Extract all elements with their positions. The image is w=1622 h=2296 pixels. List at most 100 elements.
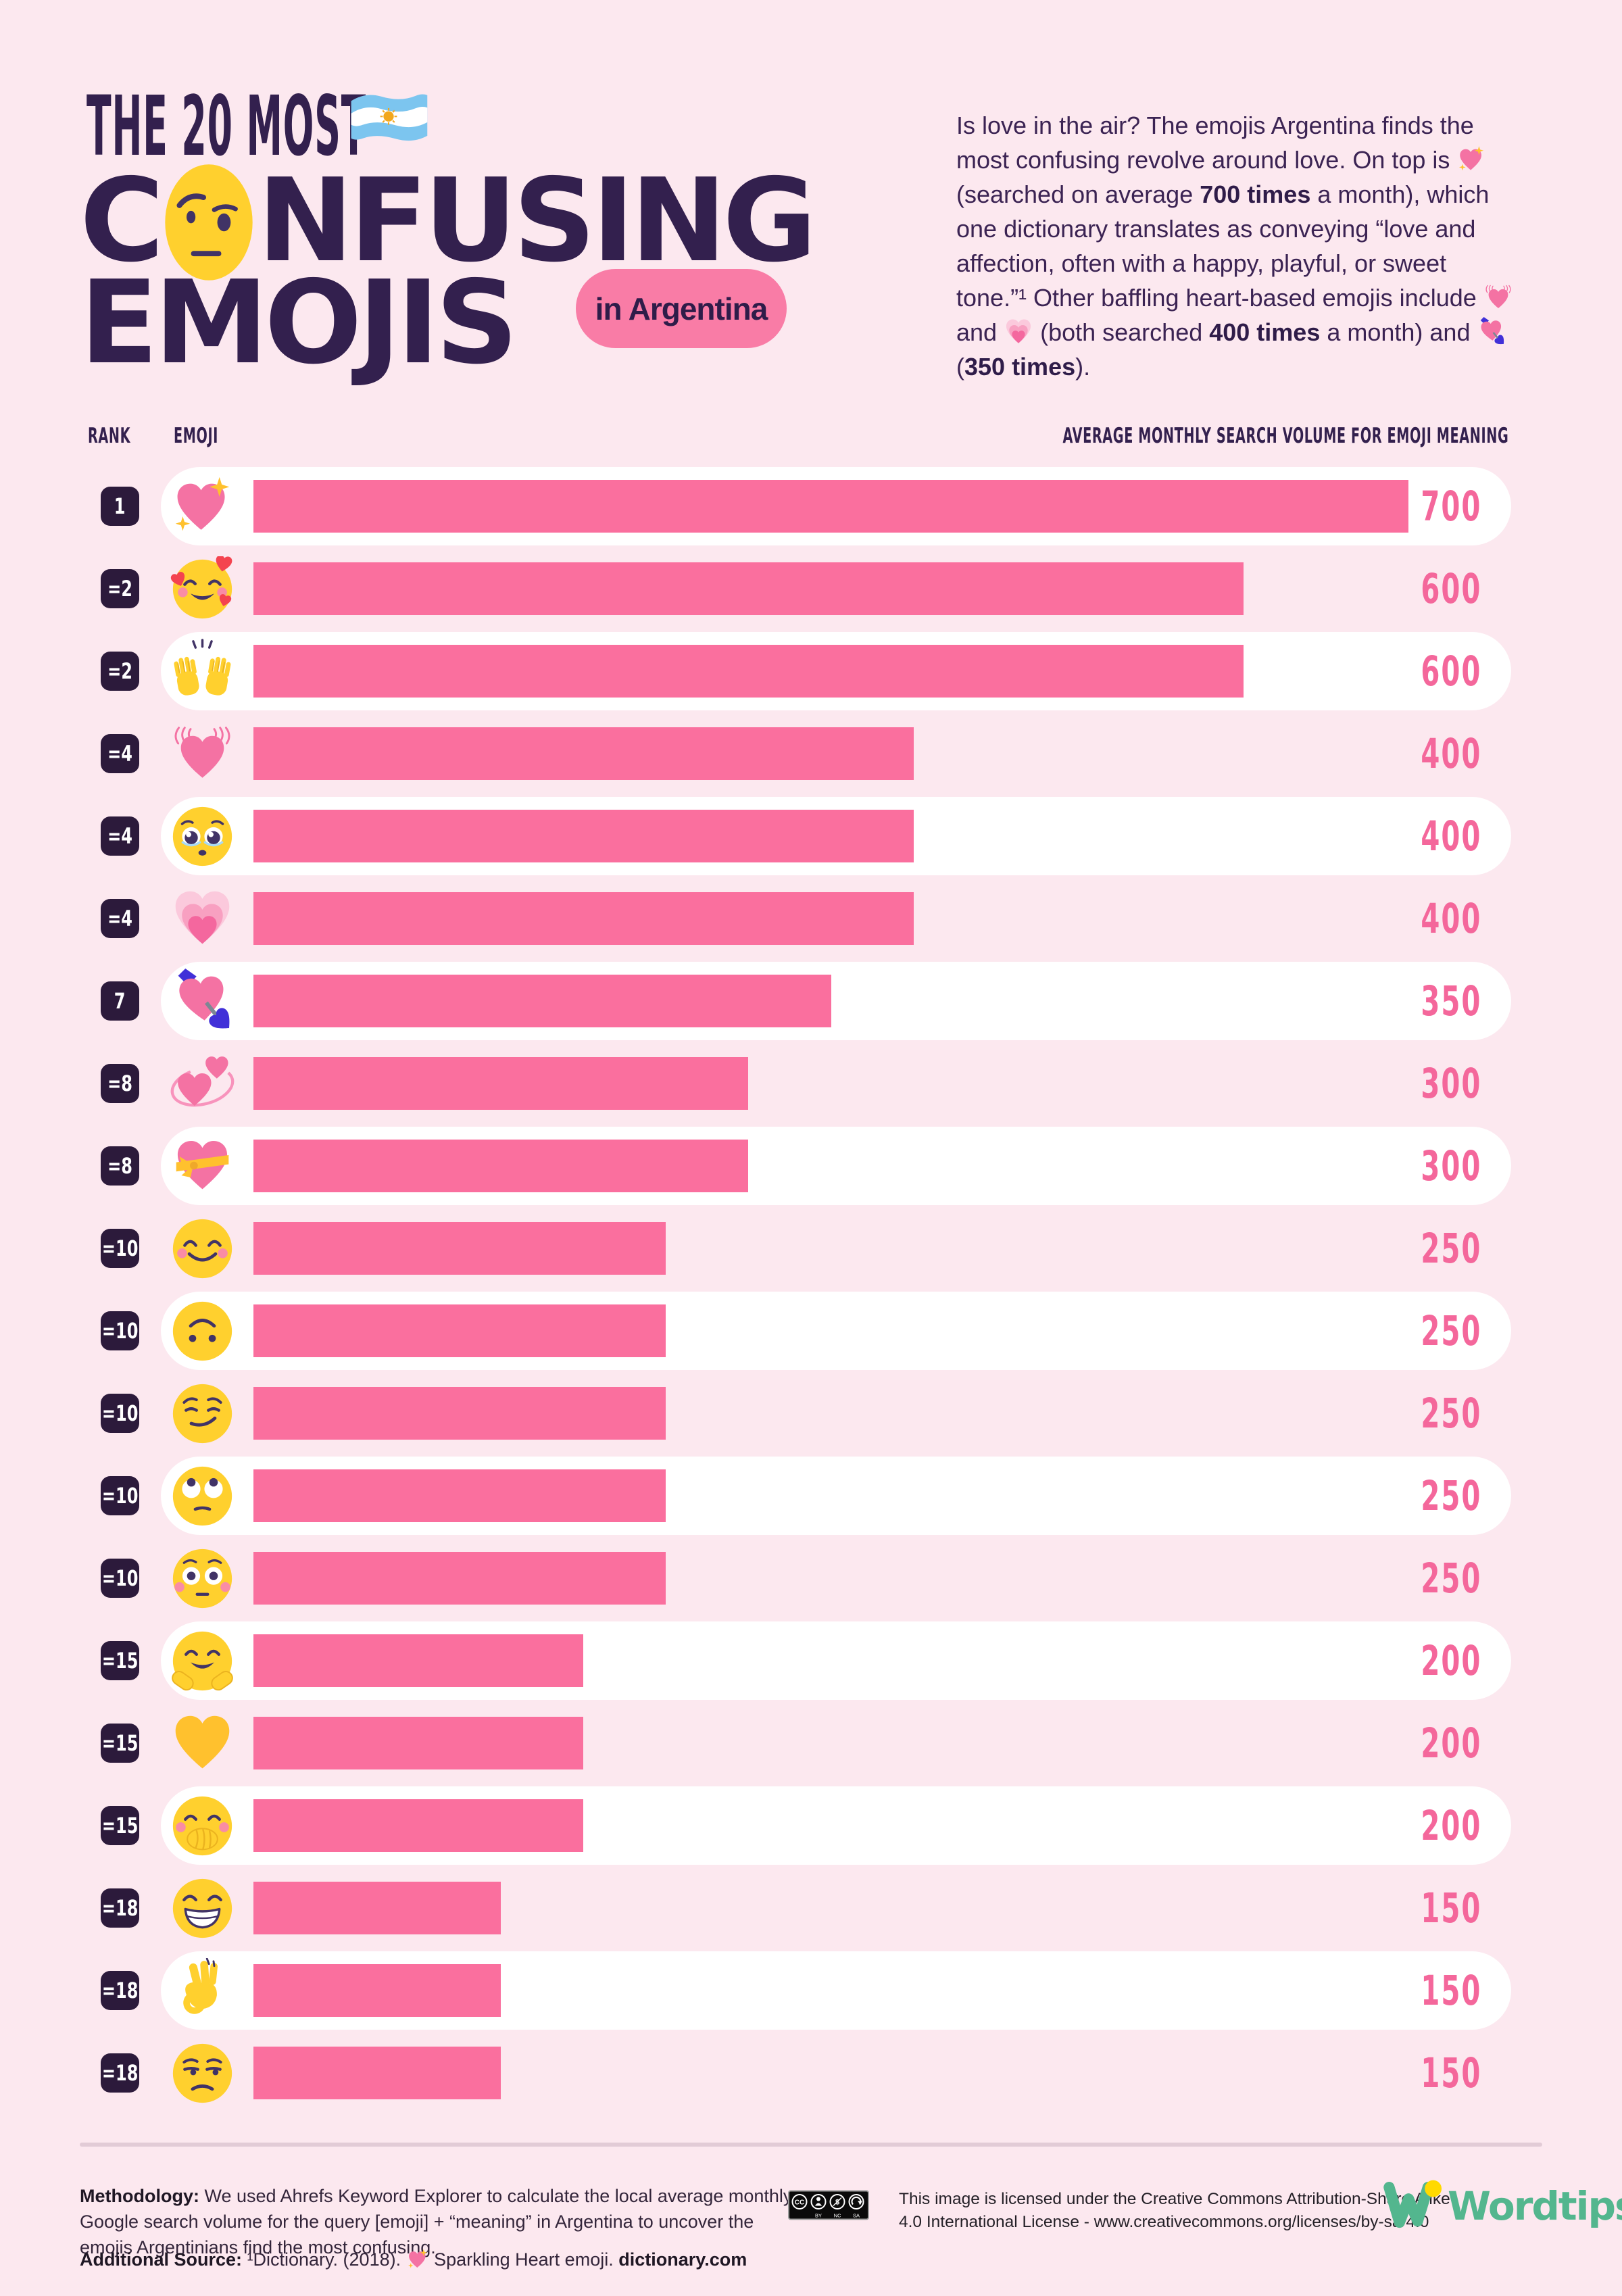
license-url[interactable]: 4.0 International License - www.creative… (899, 2213, 1429, 2231)
beating-heart-icon (170, 721, 235, 787)
methodology-text: We used Ahrefs Keyword Explorer to calcu… (80, 2186, 793, 2257)
search-volume-value: 350 (1421, 977, 1481, 1025)
unamused-face-icon (170, 2041, 235, 2106)
search-volume-bar (253, 1717, 583, 1769)
rank-badge: =8 (101, 1146, 139, 1186)
table-row: =4 400 (0, 712, 1622, 795)
search-volume-value: 200 (1421, 1719, 1481, 1767)
heart-with-arrow-icon (170, 969, 235, 1034)
search-volume-bar (253, 975, 831, 1027)
svg-text:BY: BY (815, 2213, 822, 2219)
table-row: =4 400 (0, 795, 1622, 877)
yellow-heart-icon (170, 1711, 235, 1776)
search-volume-bar (253, 810, 914, 862)
page-title-kicker: THE 20 MOST (87, 85, 723, 168)
license-line1: This image is licensed under the Creativ… (899, 2190, 1450, 2208)
smirking-face-icon (170, 1381, 235, 1446)
rank-badge: =2 (101, 569, 139, 608)
column-header-rank: RANK (88, 424, 131, 448)
search-volume-bar (253, 892, 914, 945)
search-volume-value: 400 (1421, 812, 1481, 860)
ok-hand-icon (170, 1957, 235, 2024)
table-row: =10 250 (0, 1537, 1622, 1619)
face-with-rolling-eyes-icon (170, 1463, 235, 1529)
search-volume-value: 400 (1421, 729, 1481, 778)
svg-text:CC: CC (795, 2199, 804, 2207)
search-volume-bar (253, 1222, 666, 1275)
rank-badge: 1 (101, 487, 139, 526)
footer-divider (80, 2143, 1542, 2147)
growing-heart-icon (1004, 317, 1033, 347)
beaming-face-icon (170, 1876, 235, 1941)
search-volume-bar (253, 1964, 501, 2017)
search-volume-bar (253, 1799, 583, 1852)
rank-badge: 7 (101, 981, 139, 1021)
svg-text:NC: NC (834, 2213, 841, 2219)
license-note: This image is licensed under the Creativ… (899, 2188, 1450, 2234)
rank-badge: =15 (101, 1641, 139, 1680)
search-volume-value: 150 (1421, 1884, 1481, 1932)
intro-paragraph: Is love in the air? The emojis Argentina… (956, 108, 1523, 384)
search-volume-bar (253, 562, 1244, 615)
table-row: 7 350 (0, 960, 1622, 1042)
rank-badge: =18 (101, 2053, 139, 2093)
dictionary-link[interactable]: dictionary.com (618, 2249, 747, 2270)
title-letter-c: C (80, 154, 164, 288)
sparkling-heart-icon (1456, 145, 1486, 174)
heart-with-arrow-icon (1477, 317, 1506, 347)
column-header-search-volume: AVERAGE MONTHLY SEARCH VOLUME FOR EMOJI … (1062, 424, 1508, 448)
rank-badge: =4 (101, 899, 139, 938)
growing-heart-icon (170, 886, 235, 952)
search-volume-value: 200 (1421, 1636, 1481, 1685)
rank-badge: =10 (101, 1394, 139, 1433)
table-row: =2 600 (0, 630, 1622, 712)
search-volume-value: 300 (1421, 1059, 1481, 1108)
smiling-face-with-smiling-eyes-icon (170, 1216, 235, 1281)
rank-badge: =10 (101, 1311, 139, 1350)
svg-text:SA: SA (853, 2213, 860, 2219)
search-volume-value: 400 (1421, 894, 1481, 943)
table-row: 1 700 (0, 465, 1622, 547)
search-volume-bar (253, 1882, 501, 1934)
search-volume-value: 250 (1421, 1389, 1481, 1438)
wordtips-mark-icon (1380, 2176, 1442, 2236)
page-title-line2: EMOJIS (80, 266, 518, 381)
rank-badge: =4 (101, 734, 139, 773)
intro-bold-stat: 400 times (1209, 318, 1321, 346)
search-volume-value: 600 (1421, 564, 1481, 613)
search-volume-bar (253, 1140, 748, 1192)
emoji-ranking-chart: 1 700 =2 600 =2 600 =4 400 =4 400 =4 400 7 350 =8 300 =8… (0, 465, 1622, 2114)
raising-hands-icon (170, 639, 235, 704)
search-volume-value: 250 (1421, 1224, 1481, 1273)
table-row: =18 150 (0, 1949, 1622, 2032)
table-row: =4 400 (0, 877, 1622, 960)
table-row: =15 200 (0, 1784, 1622, 1867)
column-header-emoji: EMOJI (174, 424, 219, 448)
search-volume-value: 150 (1421, 1966, 1481, 2015)
rank-badge: =8 (101, 1064, 139, 1103)
table-row: =10 250 (0, 1290, 1622, 1372)
wordtips-logo[interactable]: Wordtips (1380, 2176, 1622, 2236)
rank-badge: =18 (101, 1971, 139, 2010)
search-volume-value: 700 (1421, 482, 1481, 531)
search-volume-value: 250 (1421, 1306, 1481, 1355)
sparkling-heart-icon (406, 2248, 429, 2271)
country-pill: in Argentina (576, 269, 787, 348)
intro-bold-stat: 700 times (1200, 180, 1311, 208)
search-volume-value: 250 (1421, 1471, 1481, 1520)
table-row: =10 250 (0, 1207, 1622, 1290)
raised-eyebrow-face-icon (164, 163, 253, 282)
table-row: =18 150 (0, 1867, 1622, 1949)
smiling-face-with-hearts-icon (170, 555, 235, 622)
search-volume-bar (253, 480, 1408, 533)
rank-badge: =10 (101, 1476, 139, 1515)
rank-badge: =2 (101, 652, 139, 691)
search-volume-bar (253, 1057, 748, 1110)
page-title-line1: C NFUSING (80, 154, 817, 288)
methodology-note: Methodology: We used Ahrefs Keyword Expl… (80, 2183, 806, 2260)
additional-source-note: Additional Source: ¹Dictionary. (2018). … (80, 2248, 747, 2271)
table-row: =8 300 (0, 1042, 1622, 1125)
rank-badge: =4 (101, 816, 139, 856)
